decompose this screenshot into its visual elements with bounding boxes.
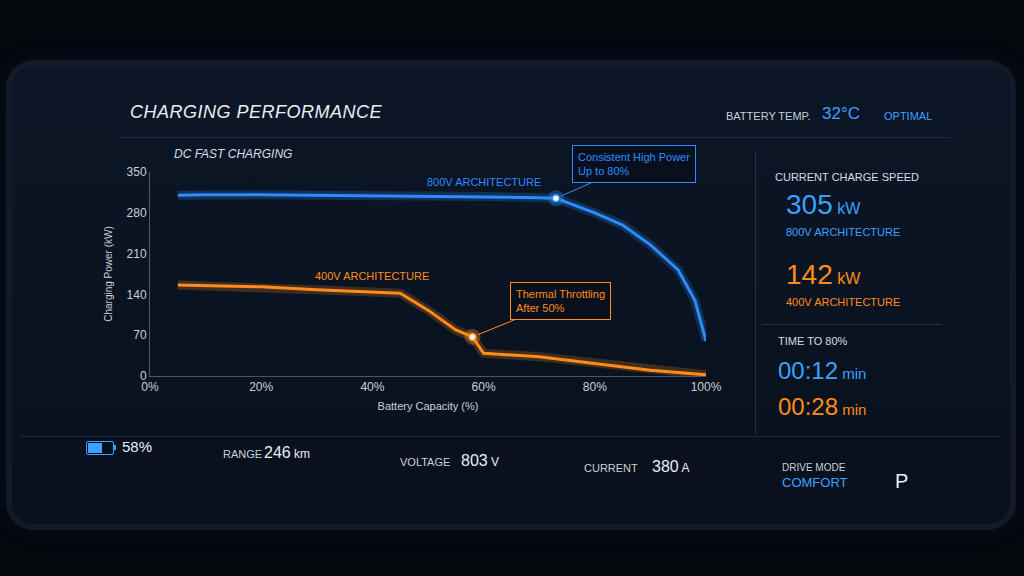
html-text:P: P xyxy=(895,470,909,492)
html-text:CHARGING PERFORMANCE: CHARGING PERFORMANCE xyxy=(130,102,382,122)
html-text:380A: 380A xyxy=(652,458,690,475)
svg-text:100%: 100% xyxy=(691,380,722,394)
html-text:BATTERY TEMP.: BATTERY TEMP. xyxy=(726,110,811,122)
svg-text:400V ARCHITECTURE: 400V ARCHITECTURE xyxy=(315,270,429,282)
html-text:803V: 803V xyxy=(461,452,499,469)
html-text:58%: 58% xyxy=(122,438,152,455)
svg-text:Battery Capacity (%): Battery Capacity (%) xyxy=(378,400,479,412)
html-text:00:28min: 00:28min xyxy=(778,393,867,420)
html-text:32°C: 32°C xyxy=(822,104,860,123)
html-text:VOLTAGE: VOLTAGE xyxy=(400,456,451,468)
svg-text:350: 350 xyxy=(127,165,147,179)
html-text:142kW: 142kW xyxy=(786,259,861,290)
html-text:800V ARCHITECTURE: 800V ARCHITECTURE xyxy=(786,226,901,238)
html-text:CURRENT: CURRENT xyxy=(584,462,638,474)
svg-text:0%: 0% xyxy=(141,380,159,394)
svg-text:210: 210 xyxy=(127,247,147,261)
svg-text:280: 280 xyxy=(127,206,147,220)
svg-text:Charging Power (kW): Charging Power (kW) xyxy=(103,226,114,322)
svg-text:60%: 60% xyxy=(472,380,496,394)
html-text:COMFORT: COMFORT xyxy=(782,475,848,490)
html-text:CURRENT CHARGE SPEED: CURRENT CHARGE SPEED xyxy=(775,171,919,183)
svg-text:80%: 80% xyxy=(583,380,607,394)
html-text:DRIVE MODE: DRIVE MODE xyxy=(782,462,846,473)
html-text:TIME TO 80%: TIME TO 80% xyxy=(778,335,848,347)
html-text:305kW: 305kW xyxy=(786,189,861,220)
svg-text:0: 0 xyxy=(140,369,147,383)
html-text:OPTIMAL: OPTIMAL xyxy=(884,110,933,122)
html-text:DC FAST CHARGING: DC FAST CHARGING xyxy=(174,147,293,161)
html-text:RANGE246km: RANGE246km xyxy=(223,444,310,461)
svg-text:Thermal ThrottlingAfter 50%: Thermal ThrottlingAfter 50% xyxy=(516,288,605,314)
svg-text:20%: 20% xyxy=(249,380,273,394)
svg-text:40%: 40% xyxy=(360,380,384,394)
svg-text:70: 70 xyxy=(133,328,147,342)
svg-text:Consistent High PowerUp to 80%: Consistent High PowerUp to 80% xyxy=(578,151,690,177)
html-text:400V ARCHITECTURE: 400V ARCHITECTURE xyxy=(786,296,901,308)
svg-text:800V ARCHITECTURE: 800V ARCHITECTURE xyxy=(427,176,541,188)
html-text:00:12min: 00:12min xyxy=(778,357,867,384)
svg-text:140: 140 xyxy=(127,288,147,302)
